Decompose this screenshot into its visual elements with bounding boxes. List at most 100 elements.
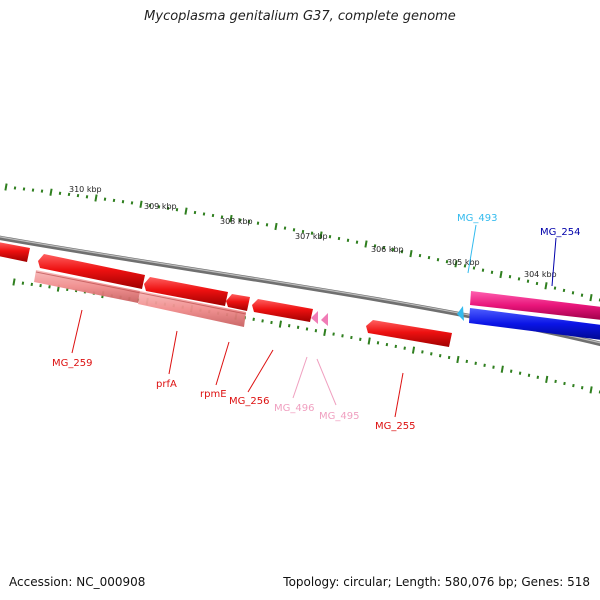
outer-ruler-major-tick [319,231,323,239]
inner-ruler-minor-tick [376,341,380,345]
gene-labels: MG_259 prfA rpmE MG_256 MG_496 MG_495 MG… [52,213,580,432]
outer-ruler-minor-tick [526,279,530,283]
outer-ruler-minor-tick [355,240,359,244]
tick-label-304: 304 kbp [524,270,557,279]
leader-mg493 [467,224,477,274]
outer-ruler-minor-tick [580,293,584,297]
inner-ruler-minor-tick [527,373,531,377]
gene-feature-mg495[interactable] [321,313,328,326]
inner-ruler-minor-tick [341,334,344,338]
inner-ruler-minor-tick [385,342,389,347]
gene-feature-mg255[interactable] [366,320,452,347]
outer-ruler-minor-tick [391,248,395,252]
track-feature-pink-left[interactable] [34,270,140,303]
inner-ruler-minor-tick [447,355,451,360]
inner-ruler-minor-tick [403,346,406,350]
inner-ruler-major-tick [12,278,16,286]
inner-ruler-minor-tick [296,325,300,329]
gene-feature-mg254-bottom[interactable] [469,308,600,340]
inner-ruler-major-tick [545,375,549,384]
outer-ruler-major-tick [184,207,188,215]
outer-ruler-minor-tick [463,264,467,268]
outer-ruler-minor-tick [445,260,449,264]
label-mg496: MG_496 [274,403,314,414]
inner-ruler-major-tick [411,346,416,354]
gene-feature-mg496[interactable] [311,311,318,324]
outer-ruler-minor-tick [166,206,170,210]
label-prfa: prfA [156,379,177,390]
outer-ruler-minor-tick [508,275,512,279]
tick-label-308: 308 kbp [220,217,253,226]
inner-ruler-minor-tick [580,386,584,390]
outer-ruler-minor-tick [130,201,134,205]
outer-ruler-minor-tick [382,246,386,250]
inner-ruler-minor-tick [430,352,433,356]
track-feature-pink-right[interactable] [138,291,246,327]
outer-ruler [4,183,600,302]
inner-ruler-major-tick [500,365,504,373]
outer-ruler-minor-tick [283,226,287,230]
inner-ruler-minor-tick [261,319,264,323]
inner-ruler-minor-tick [332,332,335,336]
outer-ruler-minor-tick [517,277,521,281]
label-mg255: MG_255 [375,421,415,432]
leader-mg255 [394,372,404,418]
outer-ruler-minor-tick [40,189,44,193]
outer-ruler-minor-tick [337,236,341,241]
inner-ruler-minor-tick [21,281,25,285]
inner-ruler-minor-tick [359,337,362,341]
outer-ruler-minor-tick [256,221,260,225]
outer-ruler-major-tick [409,249,413,258]
gene-feature-mg493[interactable] [457,306,464,321]
outer-ruler-minor-tick [418,253,422,258]
inner-ruler-minor-tick [474,361,477,365]
outer-ruler-minor-tick [157,205,161,209]
outer-ruler-major-tick [499,270,503,279]
outer-ruler-minor-tick [238,218,242,222]
inner-ruler-minor-tick [465,359,469,364]
outer-ruler-minor-tick [553,286,557,290]
gene-feature-mg256[interactable] [252,299,313,322]
inner-ruler-minor-tick [563,381,566,386]
accession-text: Accession: NC_000908 [9,575,146,589]
inner-ruler-minor-tick [270,320,273,325]
outer-ruler-minor-tick [31,188,35,192]
inner-ruler-minor-tick [39,283,42,288]
gene-feature-prfa[interactable] [144,277,228,306]
genome-summary-text: Topology: circular; Length: 580,076 bp; … [283,575,590,589]
leader-mg495 [316,358,337,406]
inner-ruler-minor-tick [492,365,495,369]
inner-ruler-minor-tick [483,363,486,367]
inner-ruler-minor-tick [30,282,34,287]
leader-prfa [168,330,178,375]
label-mg259: MG_259 [52,358,92,369]
outer-ruler-minor-tick [103,197,107,201]
inner-ruler-minor-tick [252,317,255,321]
reverse-strand-features [0,242,452,347]
outer-ruler-major-tick [589,293,593,302]
outer-ruler-minor-tick [76,193,80,198]
inner-ruler-major-tick [456,355,460,364]
outer-ruler-minor-tick [571,291,575,295]
gene-feature-mg254-top[interactable] [470,291,600,320]
label-rpme: rpmE [200,389,227,400]
outer-ruler-minor-tick [481,268,485,272]
gene-feature-left-edge[interactable] [0,242,30,262]
label-mg254: MG_254 [540,227,580,238]
outer-ruler-minor-tick [13,186,17,190]
track-feature-pink-outline [35,271,247,315]
outer-ruler-minor-tick [373,244,377,248]
outer-ruler-minor-tick [490,270,494,274]
outer-ruler-major-tick [94,194,98,202]
gene-feature-mg259[interactable] [38,254,145,289]
rna-track-features [34,270,247,327]
gene-feature-rpme[interactable] [226,294,250,311]
label-mg493: MG_493 [457,213,497,224]
outer-ruler-minor-tick [472,266,476,270]
outer-ruler-minor-tick [436,258,440,262]
outer-ruler-major-tick [274,222,278,231]
outer-ruler-minor-tick [328,235,332,239]
outer-ruler-major-tick [139,200,143,208]
inner-ruler-minor-tick [536,375,540,379]
